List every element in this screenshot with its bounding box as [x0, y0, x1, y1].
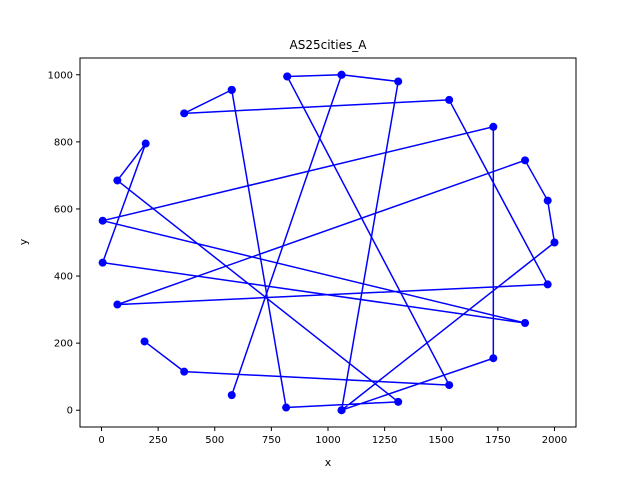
data-point: [394, 77, 403, 86]
x-tick-label: 500: [205, 435, 224, 446]
data-point: [550, 238, 559, 247]
x-tick-label: 2000: [542, 435, 567, 446]
data-point: [227, 85, 236, 94]
data-point: [337, 70, 346, 79]
y-tick-label: 600: [54, 204, 73, 215]
chart-title: AS25cities_A: [290, 38, 368, 52]
data-point: [543, 196, 552, 205]
y-tick-label: 0: [67, 406, 73, 417]
x-tick-label: 250: [149, 435, 168, 446]
data-point: [180, 367, 189, 376]
x-tick-label: 1500: [429, 435, 454, 446]
x-tick-label: 1250: [372, 435, 397, 446]
x-tick-label: 1000: [315, 435, 340, 446]
data-point: [521, 156, 530, 165]
data-point: [98, 216, 107, 225]
series-layer: [98, 70, 559, 415]
y-axis-ticks: 0 200 400 600 800 1000: [48, 70, 80, 417]
data-point: [489, 122, 498, 131]
data-point: [227, 391, 236, 400]
data-point: [283, 72, 292, 81]
x-tick-label: 750: [262, 435, 281, 446]
data-point: [521, 319, 530, 328]
data-point: [282, 403, 291, 412]
data-point: [140, 337, 149, 346]
x-tick-label: 0: [98, 435, 104, 446]
data-point: [113, 300, 122, 309]
x-axis-ticks: 0 250 500 750 1000 1250 1500 1750 2000: [98, 427, 567, 446]
y-axis-label: y: [17, 238, 30, 245]
data-point: [98, 258, 107, 267]
data-point: [180, 109, 189, 118]
y-tick-label: 200: [54, 339, 73, 350]
y-tick-label: 1000: [48, 70, 73, 81]
data-point: [445, 95, 454, 104]
data-point: [337, 406, 346, 415]
data-point: [394, 397, 403, 406]
data-point: [489, 354, 498, 363]
y-tick-label: 400: [54, 272, 73, 283]
data-point: [141, 139, 150, 148]
data-point: [445, 381, 454, 390]
x-tick-label: 1750: [485, 435, 510, 446]
data-point: [113, 176, 122, 185]
series-line-1: [144, 76, 450, 386]
x-axis-label: x: [325, 456, 332, 469]
data-point: [543, 280, 552, 289]
y-tick-label: 800: [54, 137, 73, 148]
